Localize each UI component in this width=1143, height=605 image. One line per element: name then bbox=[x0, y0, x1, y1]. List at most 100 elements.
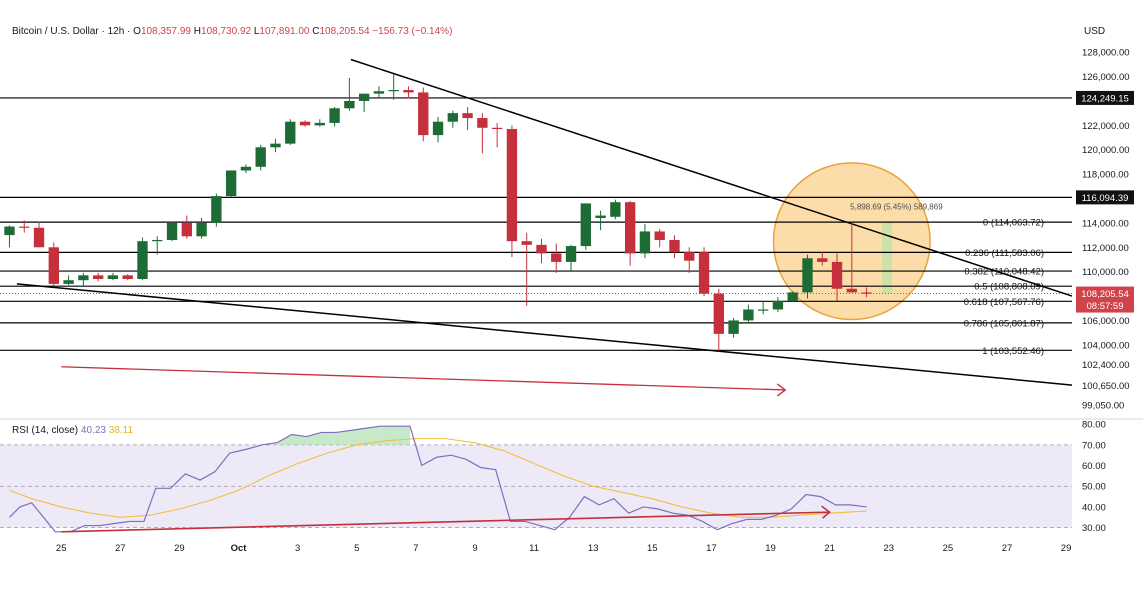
candle-body-5 bbox=[78, 275, 89, 281]
candle-body-17 bbox=[255, 147, 266, 167]
candle-body-0 bbox=[4, 226, 15, 236]
level-price-tag-1 bbox=[1076, 190, 1134, 205]
rsi-value: 40.23 bbox=[80, 425, 106, 436]
currency-label: USD bbox=[1084, 26, 1106, 37]
symbol-title: Bitcoin / U.S. Dollar · 12h · bbox=[12, 26, 131, 37]
price-axis-tick-1: 126,000.00 bbox=[1082, 72, 1130, 83]
candle-body-24 bbox=[358, 93, 370, 101]
candle-body-7 bbox=[107, 275, 119, 279]
candle-body-3 bbox=[48, 247, 59, 284]
open-value: 108,357.99 bbox=[140, 26, 191, 37]
current-price-countdown: 08:57:59 bbox=[1087, 301, 1124, 312]
price-axis-tick-11: 100,650.00 bbox=[1082, 381, 1130, 392]
rsi-axis-tick-0: 80.00 bbox=[1082, 420, 1106, 431]
rsi-line bbox=[9, 425, 867, 533]
fib-level-label-6: 0.618 (107,567.76) bbox=[964, 297, 1044, 308]
rsi-ma-line bbox=[9, 438, 867, 518]
candle-body-27 bbox=[403, 89, 414, 93]
time-axis-tick-16: 27 bbox=[1002, 543, 1013, 554]
candle-body-46 bbox=[684, 252, 695, 261]
fib-level-label-2: 0 (114,063.72) bbox=[983, 218, 1044, 229]
candle-body-43 bbox=[639, 231, 651, 254]
price-axis-tick-7: 110,000.00 bbox=[1082, 267, 1129, 278]
candle-body-50 bbox=[743, 309, 754, 321]
rsi-title: RSI (14, close) bbox=[12, 425, 79, 436]
candle-body-41 bbox=[610, 202, 621, 217]
price-axis-tick-6: 112,000.00 bbox=[1082, 243, 1129, 254]
bearish-arrow-head bbox=[776, 383, 787, 397]
time-axis-tick-4: 3 bbox=[295, 543, 300, 554]
candle-body-32 bbox=[477, 118, 488, 128]
candle-body-18 bbox=[270, 143, 281, 148]
rsi-ma-value: 38.11 bbox=[108, 425, 134, 436]
price-axis-tick-0: 128,000.00 bbox=[1082, 48, 1130, 59]
fib-level-label-5: 0.5 (108,808.09) bbox=[974, 282, 1044, 293]
candle-body-25 bbox=[373, 91, 385, 94]
candle-body-52 bbox=[772, 300, 784, 310]
candle-body-56 bbox=[831, 261, 843, 289]
time-axis-tick-2: 29 bbox=[174, 543, 185, 554]
time-axis-tick-12: 19 bbox=[765, 543, 776, 554]
time-axis-tick-3: Oct bbox=[231, 543, 248, 554]
rsi-axis-tick-1: 70.00 bbox=[1082, 440, 1106, 451]
price-axis-tick-8: 106,000.00 bbox=[1082, 316, 1130, 327]
candle-body-36 bbox=[536, 244, 547, 254]
time-axis-tick-8: 11 bbox=[529, 543, 539, 554]
fib-level-label-3: 0.236 (111,583.06) bbox=[965, 248, 1044, 259]
candle-body-20 bbox=[299, 121, 311, 126]
price-axis-tick-9: 104,000.00 bbox=[1082, 340, 1130, 351]
current-price-tag bbox=[1076, 286, 1134, 313]
candle-body-47 bbox=[698, 252, 710, 294]
candle-body-48 bbox=[713, 293, 724, 334]
candle-body-9 bbox=[137, 241, 148, 279]
candle-body-4 bbox=[63, 280, 74, 284]
candle-body-30 bbox=[447, 113, 458, 122]
high-label: H bbox=[193, 26, 202, 37]
rsi-axis-tick-2: 60.00 bbox=[1082, 461, 1106, 472]
bearish-arrow-line bbox=[61, 366, 786, 391]
candle-body-16 bbox=[240, 166, 252, 171]
rsi-divergence-line bbox=[61, 511, 830, 533]
price-axis-tick-2: 122,000.00 bbox=[1082, 121, 1130, 132]
candle-body-51 bbox=[757, 309, 769, 311]
candle-body-55 bbox=[817, 258, 828, 262]
time-axis-tick-17: 29 bbox=[1061, 543, 1072, 554]
price-axis-tick-10: 102,400.00 bbox=[1082, 360, 1130, 371]
time-axis-tick-5: 5 bbox=[354, 543, 359, 554]
low-value: 107,891.00 bbox=[259, 26, 310, 37]
candle-body-14 bbox=[211, 196, 222, 223]
candle-body-13 bbox=[196, 222, 207, 237]
rsi-axis-tick-4: 40.00 bbox=[1082, 502, 1106, 513]
candle-body-28 bbox=[418, 92, 429, 136]
candle-body-44 bbox=[654, 231, 665, 240]
fib-level-label-8: 1 (103,552.46) bbox=[982, 346, 1044, 357]
high-value: 108,730.92 bbox=[201, 26, 252, 37]
trendline-lower bbox=[16, 283, 1073, 386]
candle-body-2 bbox=[33, 227, 45, 248]
fib-level-label-7: 0.786 (105,801.87) bbox=[964, 318, 1044, 329]
price-axis-tick-4: 118,000.00 bbox=[1082, 170, 1129, 181]
candle-body-40 bbox=[595, 215, 606, 219]
price-axis-tick-3: 120,000.00 bbox=[1082, 145, 1130, 156]
time-axis-tick-9: 13 bbox=[588, 543, 599, 554]
candle-body-53 bbox=[787, 292, 798, 301]
level-price-tag-text-0: 124,249.15 bbox=[1081, 93, 1129, 104]
time-axis-tick-13: 21 bbox=[824, 543, 835, 554]
candle-body-21 bbox=[314, 122, 325, 126]
candle-body-23 bbox=[344, 100, 355, 109]
candle-body-22 bbox=[329, 108, 340, 123]
candle-body-12 bbox=[181, 222, 192, 237]
candle-body-37 bbox=[551, 253, 562, 262]
time-axis-tick-15: 25 bbox=[943, 543, 954, 554]
fib-level-label-4: 0.382 (110,048.42) bbox=[964, 267, 1044, 278]
rsi-overbought-fill bbox=[276, 426, 410, 445]
time-axis-tick-0: 25 bbox=[56, 543, 67, 554]
close-value: 108,205.54 bbox=[319, 26, 370, 37]
measure-box bbox=[882, 221, 893, 294]
change-value: −156.73 (−0.14%) bbox=[372, 26, 453, 37]
rsi-axis-tick-5: 30.00 bbox=[1082, 523, 1106, 534]
price-axis-tick-12: 99,050.00 bbox=[1082, 401, 1124, 412]
candle-body-6 bbox=[92, 275, 104, 279]
